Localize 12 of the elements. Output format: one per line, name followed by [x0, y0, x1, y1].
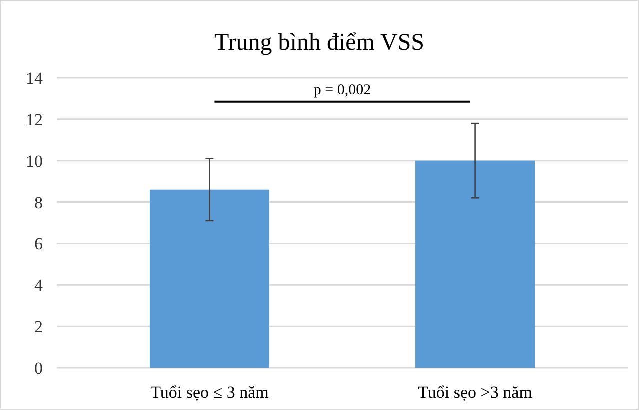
y-tick-label: 6 — [34, 234, 43, 254]
y-tick-label: 4 — [34, 276, 44, 296]
x-tick-label: Tuổi sẹo >3 năm — [418, 383, 532, 402]
y-tick-label: 14 — [26, 69, 44, 88]
x-tick-label: Tuổi sẹo ≤ 3 năm — [150, 383, 269, 402]
chart-title: Trung bình điểm VSS — [214, 30, 425, 56]
y-tick-label: 12 — [26, 110, 43, 130]
y-tick-label: 8 — [34, 193, 43, 212]
y-tick-label: 2 — [34, 318, 43, 337]
y-tick-label: 10 — [26, 152, 43, 171]
y-tick-label: 0 — [34, 359, 43, 378]
annotation: p = 0,002 — [314, 82, 372, 99]
